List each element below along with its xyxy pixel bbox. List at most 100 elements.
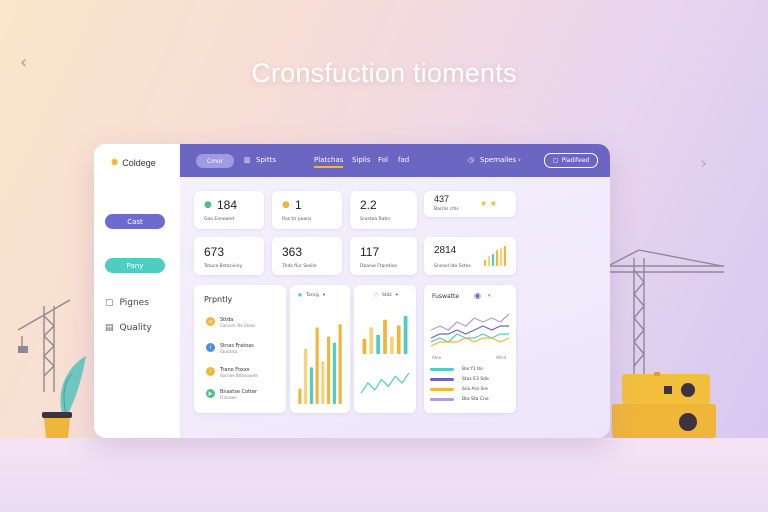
info-icon: i bbox=[206, 343, 215, 352]
task-sub: Fausalsa bbox=[220, 349, 238, 354]
floor-background bbox=[0, 438, 768, 512]
chart-bar bbox=[383, 319, 387, 354]
sidebar-item-label: Pignes bbox=[119, 298, 149, 308]
legend-swatch bbox=[430, 388, 454, 391]
next-arrow-icon[interactable]: › bbox=[700, 153, 708, 174]
chart-bar bbox=[327, 336, 331, 404]
line-chart-panel: ○ Stdz ▾ bbox=[354, 285, 416, 413]
chevron-right-icon[interactable]: › bbox=[518, 156, 521, 164]
stat-value: 437 bbox=[434, 194, 450, 204]
filter-dropdown[interactable]: ○ Stdz ▾ bbox=[374, 293, 398, 298]
legend-swatch bbox=[430, 378, 454, 381]
chart-bar bbox=[403, 315, 408, 354]
stat-value: 184 bbox=[217, 198, 238, 212]
list-icon: ▤ bbox=[105, 323, 114, 333]
chart-bar bbox=[309, 367, 313, 404]
brand[interactable]: ✸ Coldege bbox=[110, 156, 156, 169]
sidebar-item-label: Quality bbox=[119, 323, 152, 333]
pladifeed-label: Pladifeed bbox=[561, 157, 590, 164]
sidebar-item-pignes[interactable]: ▢ Pignes bbox=[105, 298, 149, 308]
priority-panel: Prpntly ◷ Sttda Carsurs lite Staes i Stna… bbox=[194, 285, 286, 413]
pany-button[interactable]: Pany bbox=[105, 258, 165, 273]
chevron-down-icon: ▾ bbox=[322, 293, 326, 298]
square-icon: ▢ bbox=[552, 157, 559, 164]
stat-label: Srastea Ratin bbox=[360, 217, 391, 222]
play-icon: ▶ bbox=[206, 389, 215, 398]
stat-card-3[interactable]: 2.2 Srastea Ratin bbox=[350, 191, 417, 229]
prev-arrow-icon[interactable]: ‹ bbox=[20, 52, 28, 73]
stat-card-8[interactable]: 2814 Sncoel ldo Sstes bbox=[424, 237, 516, 275]
stat-card-6[interactable]: 363 Thds flur Sosile bbox=[272, 237, 342, 275]
task-sub: Socnoe Btliteoaete bbox=[220, 373, 258, 378]
tab-spitts[interactable]: Spitts bbox=[256, 156, 276, 164]
clock-icon: ◷ bbox=[206, 317, 215, 326]
stat-label: Tstuce Bstariviny bbox=[204, 264, 243, 269]
stat-label: Barrlis rrtis bbox=[434, 207, 459, 212]
chart-series-line bbox=[430, 337, 510, 347]
top-bar: Cmor ▥ Spitts Platchas Siplis Fol fad ◷ … bbox=[180, 144, 610, 177]
warning-icon: ! bbox=[206, 367, 215, 376]
task-title: Stnas Fratoas bbox=[220, 343, 254, 349]
list-item[interactable]: ! Trano Foxxs Socnoe Btliteoaete bbox=[206, 367, 258, 378]
cmor-pill-button[interactable]: Cmor bbox=[196, 154, 234, 168]
legend-item: Sns Aro Sre bbox=[430, 387, 488, 392]
stat-card-5[interactable]: 673 Tstuce Bstariviny bbox=[194, 237, 264, 275]
pladifeed-button[interactable]: ▢ Pladifeed bbox=[544, 153, 598, 168]
stat-card-2[interactable]: ● 1 Ras tlr poans bbox=[272, 191, 342, 229]
status-dot-icon: ● bbox=[282, 200, 290, 210]
tab-fad[interactable]: fad bbox=[398, 156, 410, 164]
stat-card-1[interactable]: ● 184 Goo Eoneaed bbox=[194, 191, 264, 229]
tab-fol[interactable]: Fol bbox=[378, 156, 389, 164]
stat-label: Goo Eoneaed bbox=[204, 217, 235, 222]
stat-card-7[interactable]: 117 Deanie Ftarotios bbox=[350, 237, 417, 275]
dot-icon: ● bbox=[298, 293, 302, 298]
dashboard-window: ✸ Coldege Cast Pany ▢ Pignes ▤ Quality C… bbox=[94, 144, 610, 438]
chart-bar bbox=[332, 342, 336, 404]
search-icon[interactable]: ◷ bbox=[468, 156, 475, 164]
panel-title: Fuswatte bbox=[432, 293, 460, 300]
panel-title: Prpntly bbox=[204, 295, 233, 304]
chevron-down-icon[interactable]: ▾ bbox=[488, 293, 491, 299]
list-item[interactable]: i Stnas Fratoas Fausalsa bbox=[206, 343, 254, 354]
line-chart-small bbox=[360, 372, 410, 394]
cast-button[interactable]: Cast bbox=[105, 214, 165, 229]
chart-bar bbox=[304, 348, 308, 404]
sidebar-item-quality[interactable]: ▤ Quality bbox=[105, 323, 152, 333]
task-title: Sttda bbox=[220, 317, 234, 323]
chart-bar bbox=[369, 327, 374, 354]
legend-label: Stas E3 Sde bbox=[462, 377, 489, 382]
task-sub: Frrsosen bbox=[220, 395, 237, 400]
tab-platchas[interactable]: Platchas bbox=[314, 156, 344, 168]
legend-item: Bar f1 tlo bbox=[430, 367, 483, 372]
legend-label: Sns Aro Sre bbox=[462, 387, 488, 392]
tab-bars-icon[interactable]: ▥ bbox=[244, 156, 251, 164]
bar-chart-panel: ● Tancg ▾ bbox=[290, 285, 350, 413]
list-item[interactable]: ▶ Bnastse Cotter Frrsosen bbox=[206, 389, 257, 400]
crane-machine-illustration bbox=[607, 249, 724, 438]
tab-siplis[interactable]: Siplis bbox=[352, 156, 371, 164]
chart-series-line bbox=[430, 313, 510, 331]
clipboard-icon: ▢ bbox=[105, 298, 114, 308]
mini-bar-chart bbox=[483, 246, 507, 266]
chart-series-line bbox=[360, 372, 410, 394]
legend-label: Bar f1 tlo bbox=[462, 367, 483, 372]
stat-label: Ras tlr poans bbox=[282, 217, 312, 222]
main-content: ● 184 Goo Eoneaed ● 1 Ras tlr poans 2.2 … bbox=[180, 177, 610, 438]
chart-bar bbox=[389, 336, 394, 354]
search-label[interactable]: Spemailes bbox=[480, 156, 517, 164]
chart-bar bbox=[338, 324, 342, 404]
chart-series-line bbox=[430, 325, 509, 339]
bar-chart-small bbox=[362, 315, 408, 354]
list-item[interactable]: ◷ Sttda Carsurs lite Staes bbox=[206, 317, 255, 328]
status-dot-icon: ● bbox=[204, 200, 212, 210]
chart-bar bbox=[499, 248, 503, 266]
stat-card-4[interactable]: 437 ★ ★ Barrlis rrtis bbox=[424, 191, 516, 217]
filter-dropdown[interactable]: ● Tancg ▾ bbox=[298, 293, 325, 298]
stat-value: 363 bbox=[282, 245, 303, 259]
chart-bar bbox=[315, 327, 319, 404]
axis-label: Ateo bbox=[432, 355, 442, 360]
chart-bar bbox=[396, 325, 401, 354]
avatar-icon[interactable]: ◉ bbox=[474, 291, 481, 300]
crane-plant-illustration bbox=[17, 299, 86, 438]
task-title: Trano Foxxs bbox=[220, 367, 250, 373]
